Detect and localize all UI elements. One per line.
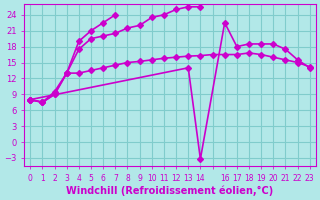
X-axis label: Windchill (Refroidissement éolien,°C): Windchill (Refroidissement éolien,°C) [66,185,274,196]
